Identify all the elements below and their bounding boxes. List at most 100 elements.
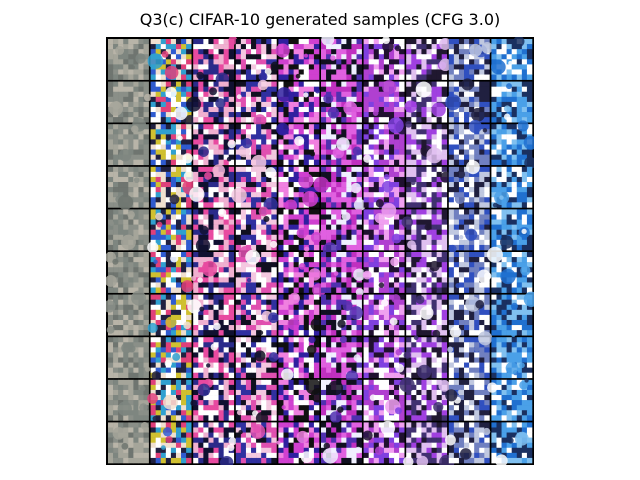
sample-tile bbox=[108, 379, 149, 421]
sample-tile bbox=[275, 39, 320, 80]
sample-tile bbox=[406, 166, 452, 208]
sample-tile bbox=[108, 39, 149, 80]
sample-tile bbox=[278, 378, 326, 421]
sample-tile bbox=[491, 209, 533, 251]
sample-tile bbox=[235, 379, 277, 425]
sample-tile bbox=[490, 37, 533, 80]
sample-tile bbox=[278, 252, 326, 297]
sample-tile bbox=[321, 81, 362, 123]
sample-tile bbox=[108, 422, 149, 464]
sample-tile bbox=[491, 337, 533, 379]
sample-tile bbox=[193, 337, 235, 379]
sample-tile bbox=[363, 166, 405, 208]
sample-tile bbox=[445, 78, 490, 123]
sample-tile bbox=[147, 39, 192, 80]
sample-tile bbox=[235, 422, 277, 464]
sample-tile bbox=[189, 164, 235, 208]
samples-image bbox=[106, 37, 534, 465]
figure-title: Q3(c) CIFAR-10 generated samples (CFG 3.… bbox=[139, 10, 501, 29]
sample-tile bbox=[487, 378, 533, 421]
sample-tile bbox=[191, 252, 235, 293]
sample-tile bbox=[108, 209, 149, 251]
sample-tile bbox=[193, 124, 236, 166]
sample-tile bbox=[491, 166, 533, 208]
sample-tile bbox=[403, 335, 448, 379]
sample-tile bbox=[150, 337, 192, 381]
sample-tile bbox=[235, 245, 277, 293]
sample-tile bbox=[150, 81, 196, 127]
sample-tile bbox=[278, 292, 325, 336]
sample-tile bbox=[406, 294, 448, 338]
sample-tile bbox=[108, 117, 149, 166]
sample-tile bbox=[321, 379, 362, 424]
sample-tile bbox=[491, 120, 534, 169]
sample-tile bbox=[321, 252, 366, 296]
sample-tile bbox=[448, 39, 493, 80]
sample-tile bbox=[448, 294, 490, 338]
sample-tile bbox=[404, 81, 448, 123]
sample-tile bbox=[276, 422, 320, 464]
sample-tile bbox=[276, 122, 320, 166]
sample-tile bbox=[278, 336, 320, 381]
sample-tile bbox=[108, 337, 151, 379]
sample-tile bbox=[405, 120, 448, 166]
sample-tile bbox=[448, 252, 492, 293]
sample-tile bbox=[403, 422, 455, 465]
sample-tile bbox=[445, 379, 490, 421]
sample-tile bbox=[321, 294, 363, 336]
sample-tile bbox=[276, 81, 321, 123]
sample-tile bbox=[401, 209, 448, 251]
sample-tile bbox=[150, 166, 199, 208]
sample-tile bbox=[231, 166, 278, 212]
sample-tile bbox=[278, 166, 320, 212]
sample-tile bbox=[486, 246, 533, 293]
sample-tile bbox=[193, 208, 235, 253]
sample-tile bbox=[491, 422, 533, 465]
sample-tile bbox=[235, 39, 281, 82]
sample-tile bbox=[406, 252, 448, 293]
sample-tile bbox=[363, 37, 405, 80]
sample-tile bbox=[278, 209, 322, 252]
sample-tile bbox=[193, 422, 237, 465]
generated-samples-grid bbox=[106, 37, 534, 465]
sample-tile bbox=[150, 252, 194, 293]
sample-tile bbox=[362, 420, 405, 464]
sample-tile bbox=[147, 294, 192, 336]
sample-tile bbox=[363, 117, 410, 166]
sample-tile bbox=[448, 119, 490, 166]
sample-tile bbox=[313, 166, 366, 211]
sample-tile bbox=[193, 37, 238, 86]
sample-tile bbox=[235, 124, 277, 170]
sample-tile bbox=[321, 335, 362, 383]
sample-tile bbox=[235, 79, 277, 128]
sample-tile bbox=[321, 124, 362, 166]
sample-tile bbox=[186, 81, 235, 123]
sample-tile bbox=[108, 81, 152, 123]
sample-tile bbox=[447, 331, 493, 379]
sample-tile bbox=[448, 209, 490, 253]
sample-tile bbox=[319, 209, 362, 257]
sample-tile bbox=[363, 80, 405, 125]
sample-tile bbox=[147, 379, 192, 422]
sample-tile bbox=[147, 209, 192, 254]
sample-tile bbox=[491, 81, 533, 123]
sample-tile bbox=[106, 290, 149, 336]
sample-tile bbox=[187, 294, 235, 336]
sample-tile bbox=[491, 291, 534, 337]
sample-tile bbox=[363, 337, 407, 379]
sample-tile bbox=[363, 379, 405, 421]
sample-tile bbox=[321, 422, 362, 464]
sample-tile bbox=[150, 422, 192, 464]
sample-tile bbox=[399, 377, 451, 421]
sample-tile bbox=[406, 38, 452, 80]
sample-tile bbox=[150, 124, 193, 166]
sample-tile bbox=[363, 294, 405, 336]
sample-tile bbox=[444, 422, 491, 464]
sample-tile bbox=[190, 378, 235, 421]
sample-tile bbox=[448, 160, 490, 208]
sample-tile bbox=[235, 206, 278, 251]
sample-tile bbox=[235, 294, 279, 336]
sample-tile bbox=[362, 252, 405, 293]
sample-tile bbox=[106, 251, 149, 293]
sample-tile bbox=[363, 203, 405, 251]
